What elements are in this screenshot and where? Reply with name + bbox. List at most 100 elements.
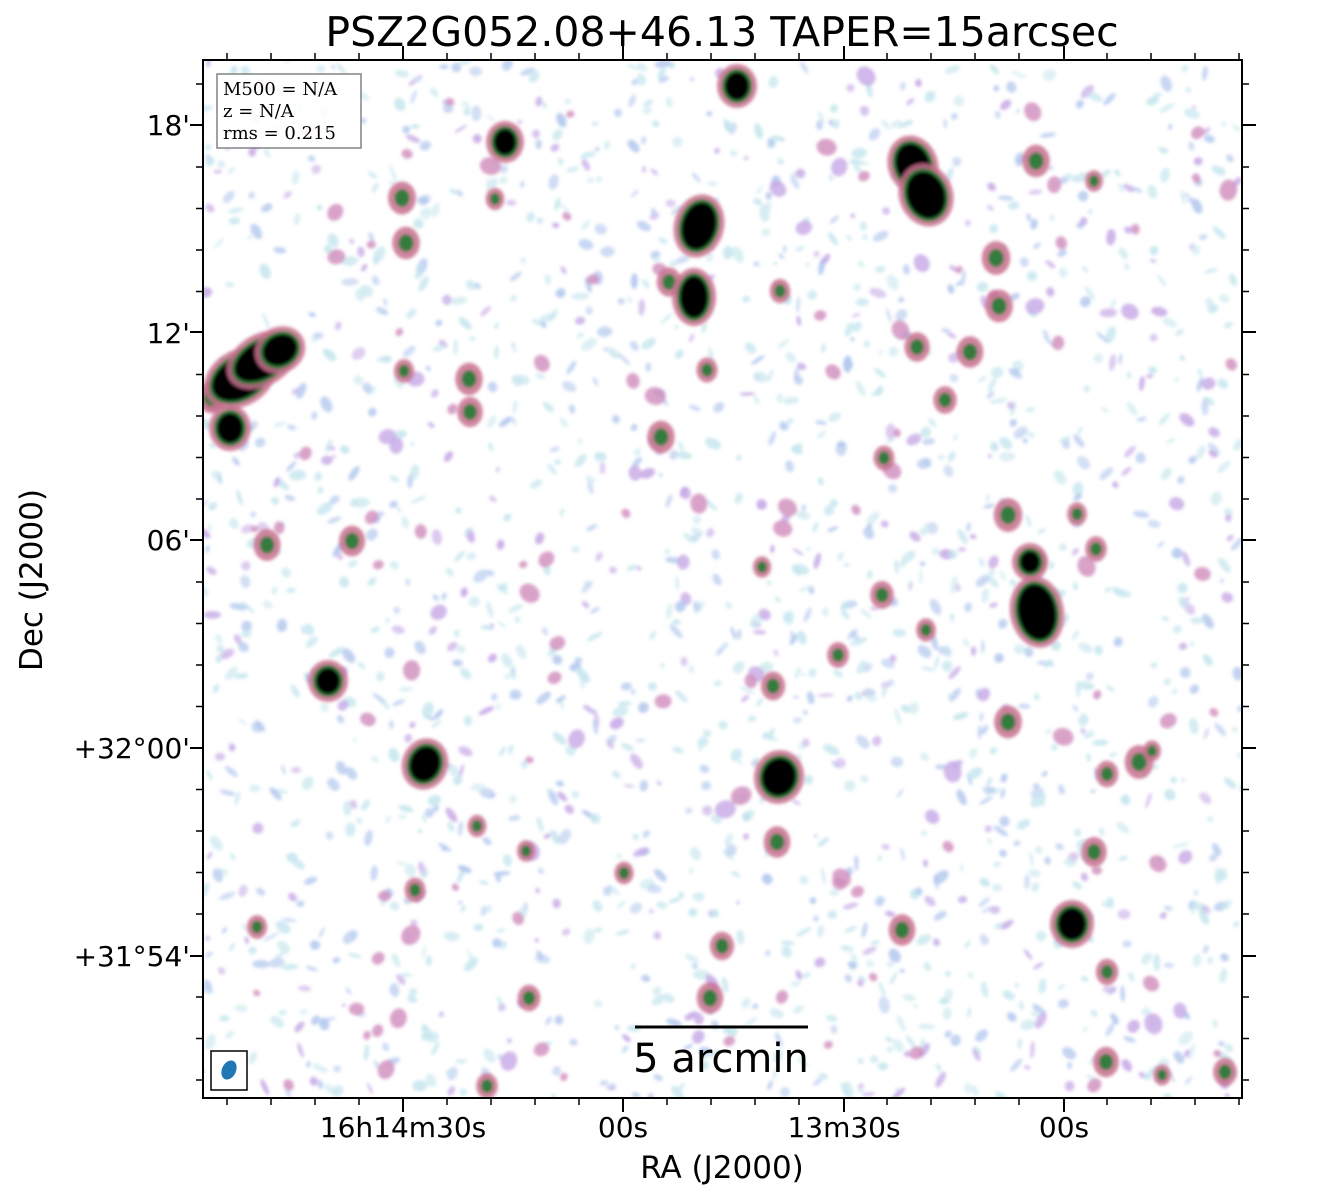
noise-blob (792, 695, 800, 699)
noise-blob (1208, 450, 1218, 458)
noise-blob (273, 247, 287, 254)
noise-blob (705, 437, 721, 450)
noise-blob (418, 275, 429, 292)
noise-blob (847, 629, 858, 640)
noise-blob (1223, 321, 1234, 329)
noise-blob (245, 628, 252, 639)
noise-blob (713, 402, 725, 413)
emission-patch (730, 786, 752, 806)
noise-blob (976, 281, 989, 293)
noise-blob (831, 119, 840, 129)
noise-blob (482, 837, 492, 846)
emission-patch (823, 1040, 833, 1049)
noise-blob (688, 404, 701, 412)
noise-blob (314, 472, 323, 482)
noise-blob (983, 503, 995, 509)
noise-blob (840, 945, 854, 952)
noise-blob (866, 960, 874, 968)
noise-blob (1237, 705, 1242, 712)
noise-blob (564, 98, 571, 105)
noise-blob (389, 720, 394, 730)
emission-patch (1209, 707, 1219, 717)
noise-blob (1078, 713, 1089, 727)
noise-blob (336, 553, 344, 561)
noise-blob (396, 861, 408, 866)
emission-patch (1047, 176, 1062, 194)
noise-blob (451, 62, 462, 73)
noise-blob (825, 1014, 838, 1022)
noise-blob (1018, 1001, 1025, 1011)
noise-blob (754, 123, 764, 140)
noise-blob (728, 1026, 738, 1037)
noise-blob (933, 873, 940, 890)
noise-blob (923, 522, 929, 530)
noise-blob (502, 854, 512, 867)
info-rms: rms = 0.215 (223, 123, 336, 144)
noise-blob (651, 994, 666, 1006)
noise-blob (843, 563, 850, 568)
noise-blob (772, 1065, 778, 1080)
noise-blob (1195, 445, 1206, 459)
emission-patch (360, 712, 376, 727)
noise-blob (900, 704, 912, 713)
noise-blob (1224, 1043, 1234, 1053)
noise-blob (581, 159, 591, 171)
noise-blob (812, 521, 819, 533)
noise-blob (817, 924, 825, 937)
noise-blob (240, 65, 250, 75)
noise-blob (273, 477, 281, 488)
noise-blob (986, 205, 994, 211)
noise-blob (431, 720, 442, 728)
noise-blob (1117, 183, 1125, 192)
noise-blob (305, 636, 318, 648)
source-core (1089, 175, 1099, 187)
noise-blob (898, 561, 906, 568)
noise-blob (1081, 266, 1088, 273)
noise-blob (268, 958, 285, 968)
noise-blob (1033, 962, 1044, 970)
noise-blob (1198, 234, 1208, 240)
emission-patch (1087, 1078, 1102, 1093)
noise-blob (351, 347, 366, 360)
noise-blob (730, 748, 743, 762)
radio-source (1020, 551, 1040, 573)
noise-blob (1080, 872, 1089, 882)
noise-blob (916, 458, 932, 469)
noise-blob (1184, 192, 1189, 198)
noise-blob (900, 847, 905, 861)
noise-blob (884, 1036, 893, 1043)
noise-blob (205, 203, 215, 213)
noise-blob (1218, 1041, 1225, 1047)
noise-blob (1123, 183, 1135, 193)
noise-blob (782, 611, 792, 623)
noise-blob (671, 1085, 684, 1098)
noise-blob (1189, 718, 1199, 734)
noise-blob (548, 309, 558, 322)
source-core (991, 297, 1007, 315)
noise-blob (401, 516, 409, 529)
noise-blob (675, 576, 679, 591)
noise-blob (872, 230, 889, 242)
noise-blob (979, 712, 984, 722)
noise-blob (861, 922, 868, 938)
noise-blob (1171, 547, 1183, 559)
noise-blob (250, 511, 257, 518)
noise-blob (1063, 613, 1069, 623)
noise-blob (773, 1049, 783, 1063)
x-tick-labels: 16h14m30s 00s 13m30s 00s (320, 1111, 1089, 1144)
noise-blob (307, 155, 316, 162)
noise-blob (743, 833, 749, 840)
noise-blob (503, 673, 516, 679)
noise-blob (775, 596, 781, 603)
noise-blob (204, 156, 215, 167)
noise-blob (581, 220, 591, 230)
noise-blob (569, 1038, 578, 1046)
noise-blob (250, 223, 263, 240)
noise-blob (491, 177, 497, 188)
noise-blob (1058, 543, 1067, 552)
noise-blob (1038, 978, 1047, 994)
noise-blob (872, 736, 882, 746)
noise-blob (332, 1084, 344, 1097)
noise-blob (844, 974, 853, 983)
noise-blob (756, 185, 764, 194)
